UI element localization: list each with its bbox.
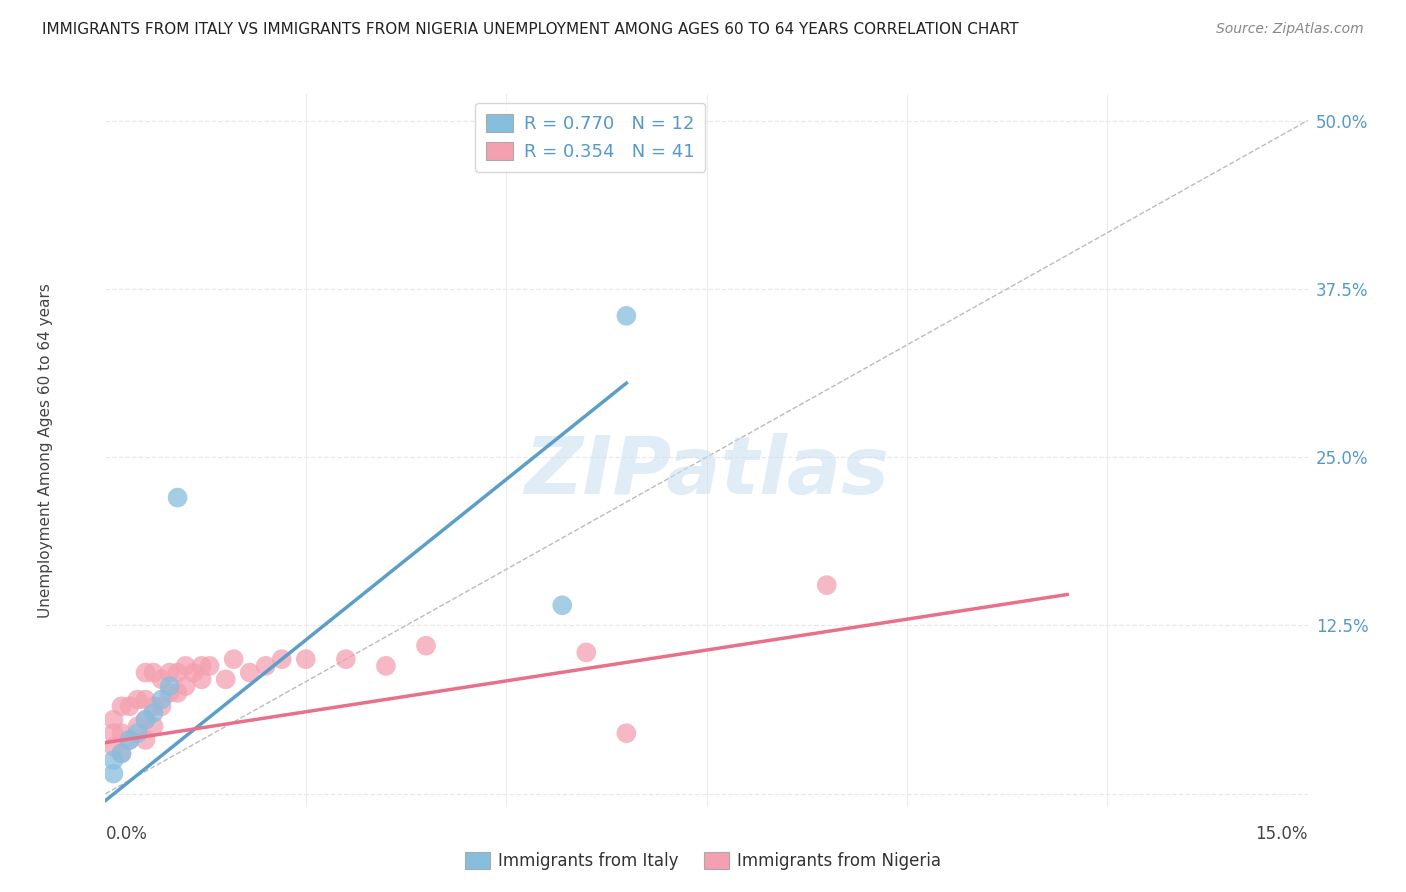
Text: IMMIGRANTS FROM ITALY VS IMMIGRANTS FROM NIGERIA UNEMPLOYMENT AMONG AGES 60 TO 6: IMMIGRANTS FROM ITALY VS IMMIGRANTS FROM… — [42, 22, 1019, 37]
Point — [616, 309, 638, 323]
Point — [295, 652, 318, 666]
Point — [110, 747, 132, 761]
Point — [135, 692, 157, 706]
Point — [110, 699, 132, 714]
Point — [174, 679, 197, 693]
Point — [270, 652, 292, 666]
Point — [135, 665, 157, 680]
Point — [103, 753, 125, 767]
Point — [118, 733, 141, 747]
Point — [135, 733, 157, 747]
Point — [254, 659, 277, 673]
Point — [118, 733, 141, 747]
Point — [374, 659, 398, 673]
Point — [103, 726, 125, 740]
Point — [575, 645, 598, 659]
Point — [159, 686, 181, 700]
Point — [135, 713, 157, 727]
Point — [335, 652, 357, 666]
Point — [142, 699, 165, 714]
Point — [166, 665, 188, 680]
Point — [159, 665, 181, 680]
Point — [214, 673, 236, 687]
Text: 0.0%: 0.0% — [105, 825, 148, 843]
Point — [118, 699, 141, 714]
Point — [815, 578, 838, 592]
Point — [166, 491, 188, 505]
Legend: R = 0.770   N = 12, R = 0.354   N = 41: R = 0.770 N = 12, R = 0.354 N = 41 — [475, 103, 706, 172]
Point — [103, 766, 125, 780]
Point — [127, 719, 149, 733]
Point — [110, 726, 132, 740]
Point — [150, 673, 173, 687]
Text: 15.0%: 15.0% — [1256, 825, 1308, 843]
Point — [127, 692, 149, 706]
Point — [127, 726, 149, 740]
Point — [198, 659, 221, 673]
Point — [150, 692, 173, 706]
Point — [142, 706, 165, 720]
Point — [142, 719, 165, 733]
Point — [159, 679, 181, 693]
Point — [239, 665, 262, 680]
Point — [415, 639, 437, 653]
Point — [110, 747, 132, 761]
Text: Unemployment Among Ages 60 to 64 years: Unemployment Among Ages 60 to 64 years — [38, 283, 53, 618]
Point — [174, 659, 197, 673]
Point — [103, 739, 125, 754]
Point — [190, 659, 212, 673]
Point — [183, 665, 205, 680]
Point — [551, 599, 574, 613]
Text: ZIPatlas: ZIPatlas — [524, 433, 889, 511]
Text: Source: ZipAtlas.com: Source: ZipAtlas.com — [1216, 22, 1364, 37]
Point — [616, 726, 638, 740]
Legend: Immigrants from Italy, Immigrants from Nigeria: Immigrants from Italy, Immigrants from N… — [458, 845, 948, 877]
Point — [222, 652, 245, 666]
Point — [190, 673, 212, 687]
Point — [150, 699, 173, 714]
Point — [142, 665, 165, 680]
Point — [166, 686, 188, 700]
Point — [103, 713, 125, 727]
Point — [135, 713, 157, 727]
